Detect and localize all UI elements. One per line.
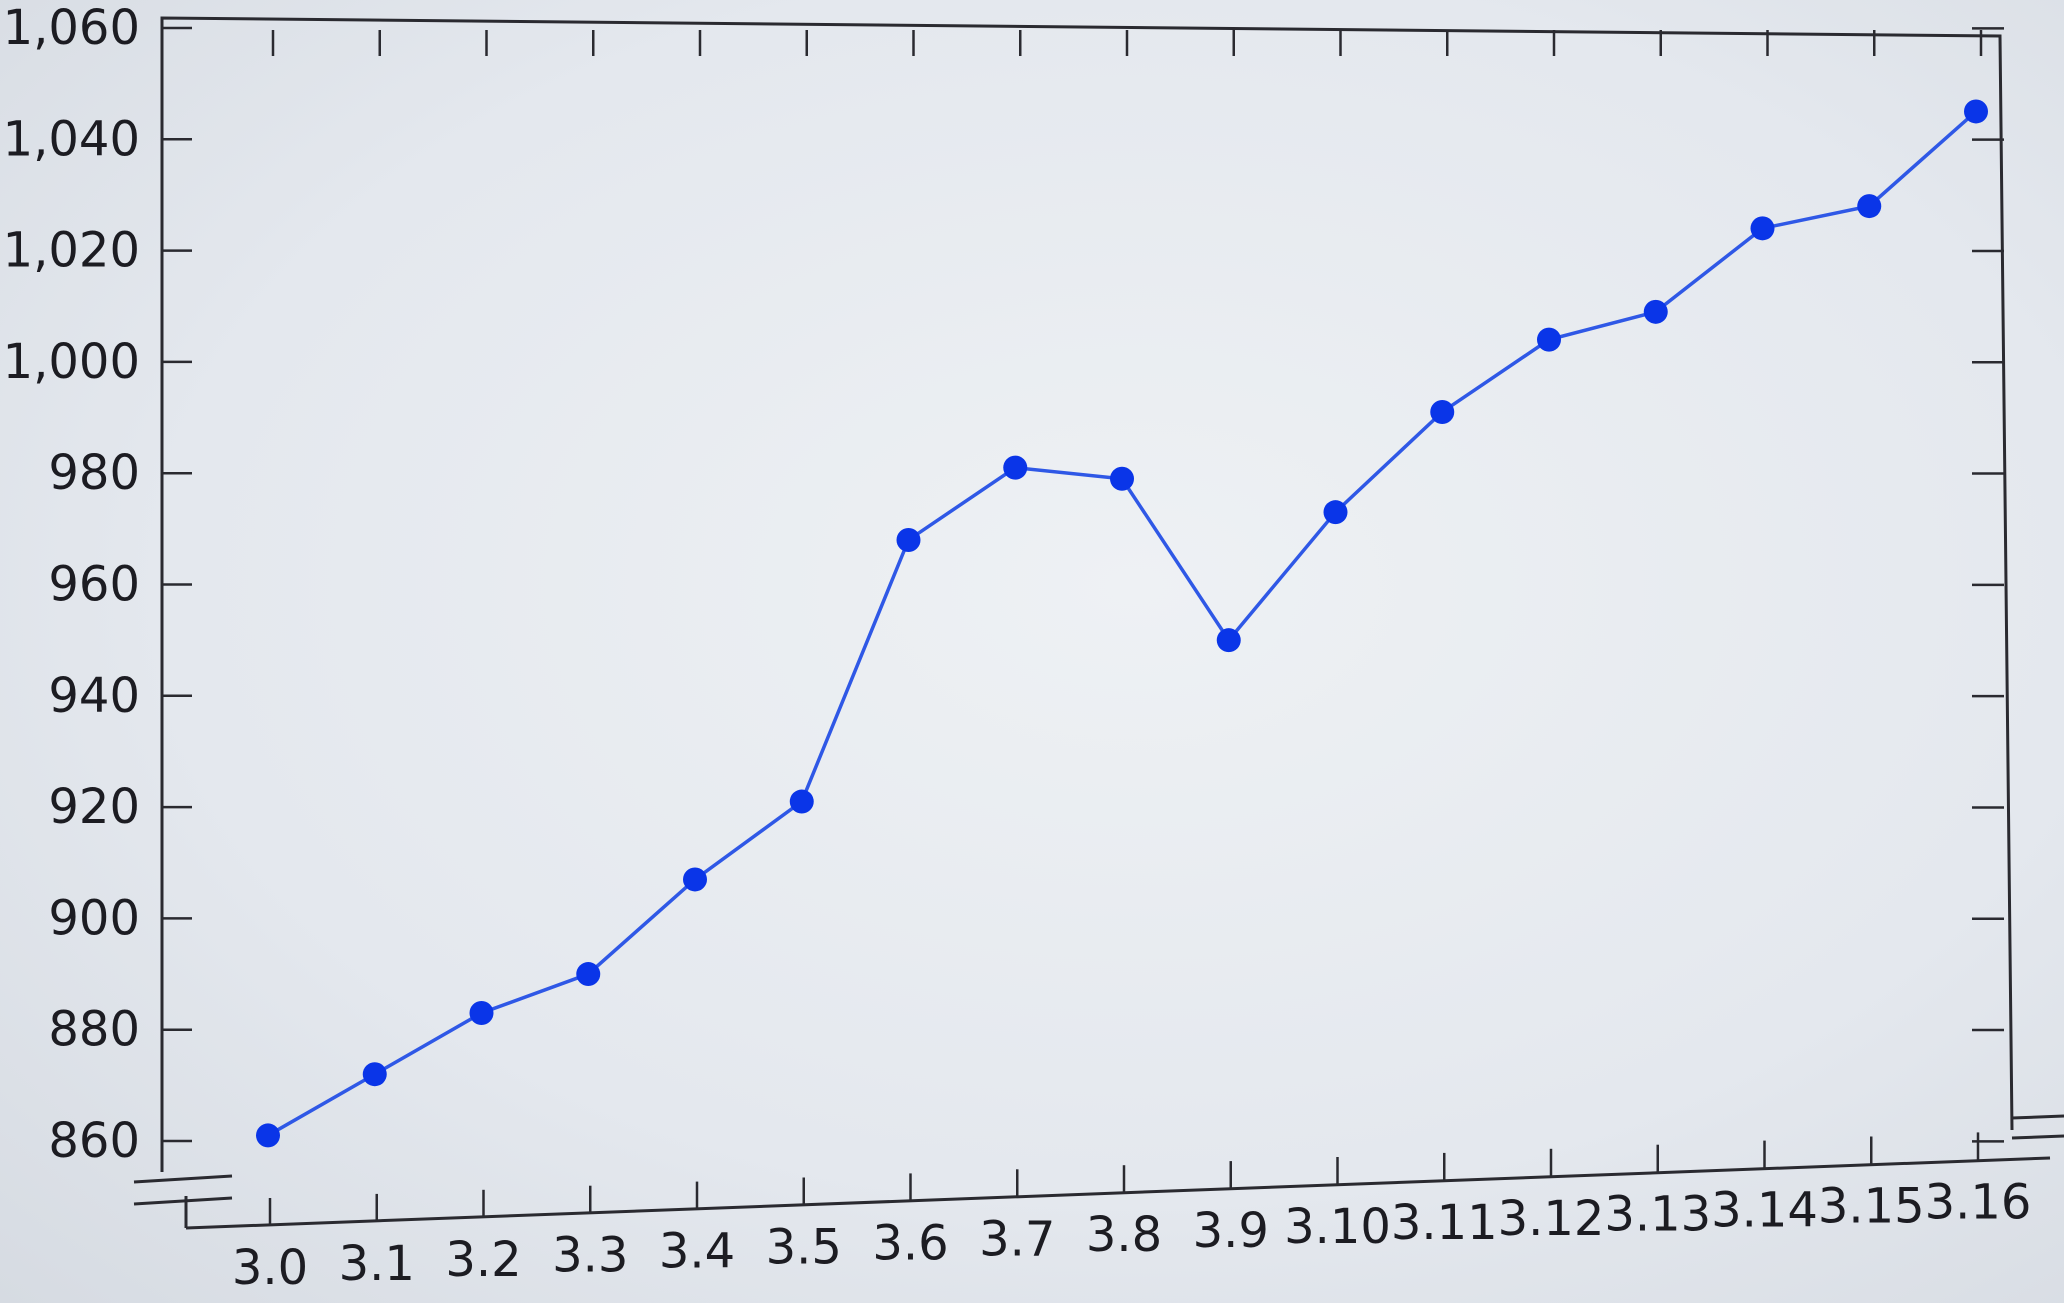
- data-series: [256, 99, 1988, 1148]
- x-tick-label: 3.15: [1818, 1179, 1925, 1235]
- data-point: [1216, 628, 1241, 653]
- x-tick-label: 3.11: [1391, 1195, 1498, 1251]
- y-tick-label: 940: [48, 668, 140, 724]
- y-axis-break-mark: [133, 1196, 233, 1206]
- x-tick-label: 3.5: [766, 1220, 842, 1276]
- x-tick-label: 3.2: [445, 1232, 521, 1288]
- y-axis-break-mark: [133, 1174, 233, 1184]
- data-point: [1643, 299, 1668, 324]
- x-tick-label: 3.1: [339, 1236, 415, 1292]
- x-tick-label: 3.0: [232, 1240, 308, 1296]
- y-tick-label: 920: [48, 779, 140, 835]
- series-line: [267, 110, 1978, 1137]
- y-tick-label: 880: [48, 1002, 140, 1058]
- y-tick-label: 1,000: [3, 334, 140, 390]
- x-tick-label: 3.16: [1925, 1174, 2032, 1230]
- data-point: [1964, 99, 1988, 124]
- data-point: [1857, 194, 1882, 219]
- plot-border: [160, 16, 2014, 1172]
- y-tick-label: 1,060: [3, 0, 140, 56]
- x-tick-label: 3.6: [872, 1215, 948, 1271]
- x-axis-line: [185, 1156, 2051, 1230]
- data-point: [362, 1062, 387, 1087]
- y-tick-label: 960: [48, 557, 140, 613]
- data-point: [896, 527, 921, 552]
- x-tick-label: 3.4: [659, 1224, 735, 1280]
- x-tick-label: 3.7: [979, 1211, 1055, 1267]
- data-point: [683, 867, 707, 892]
- x-axis-ticks: 3.0 3.1 3.2 3.3 3.4 3.5 3.6 3.7 3.8 3.9 3.10 3.11 3.…: [232, 30, 2032, 1296]
- x-tick-label: 3.12: [1498, 1191, 1605, 1247]
- data-point: [256, 1123, 280, 1148]
- data-point: [1110, 466, 1134, 491]
- y-tick-label: 860: [48, 1113, 140, 1169]
- y-tick-label: 1,040: [3, 111, 140, 167]
- y-tick-label: 980: [48, 445, 140, 501]
- y-axis-ticks: 860 880 900 920 940 960 980 1,000 1,020 1,040 1,06…: [3, 0, 2004, 1169]
- x-tick-label: 3.10: [1284, 1199, 1391, 1255]
- right-axis-break-mark: [2011, 1114, 2064, 1120]
- right-axis-break-mark: [2011, 1134, 2064, 1140]
- data-point: [469, 1001, 494, 1026]
- x-tick-label: 3.3: [552, 1228, 628, 1284]
- x-tick-label: 3.8: [1086, 1207, 1162, 1263]
- data-point: [789, 789, 814, 814]
- x-tick-label: 3.9: [1193, 1203, 1269, 1259]
- data-point: [1430, 399, 1455, 424]
- data-point: [1750, 216, 1775, 241]
- y-tick-label: 900: [48, 890, 140, 946]
- data-point: [1537, 327, 1561, 352]
- axis-break-marks: [133, 1114, 2064, 1206]
- x-tick-label: 3.14: [1711, 1183, 1818, 1239]
- y-tick-label: 1,020: [3, 223, 140, 279]
- data-point: [576, 962, 601, 987]
- data-point: [1003, 455, 1028, 480]
- plot-frame: [160, 16, 2051, 1230]
- data-point: [1323, 500, 1348, 525]
- x-tick-label: 3.13: [1604, 1187, 1711, 1243]
